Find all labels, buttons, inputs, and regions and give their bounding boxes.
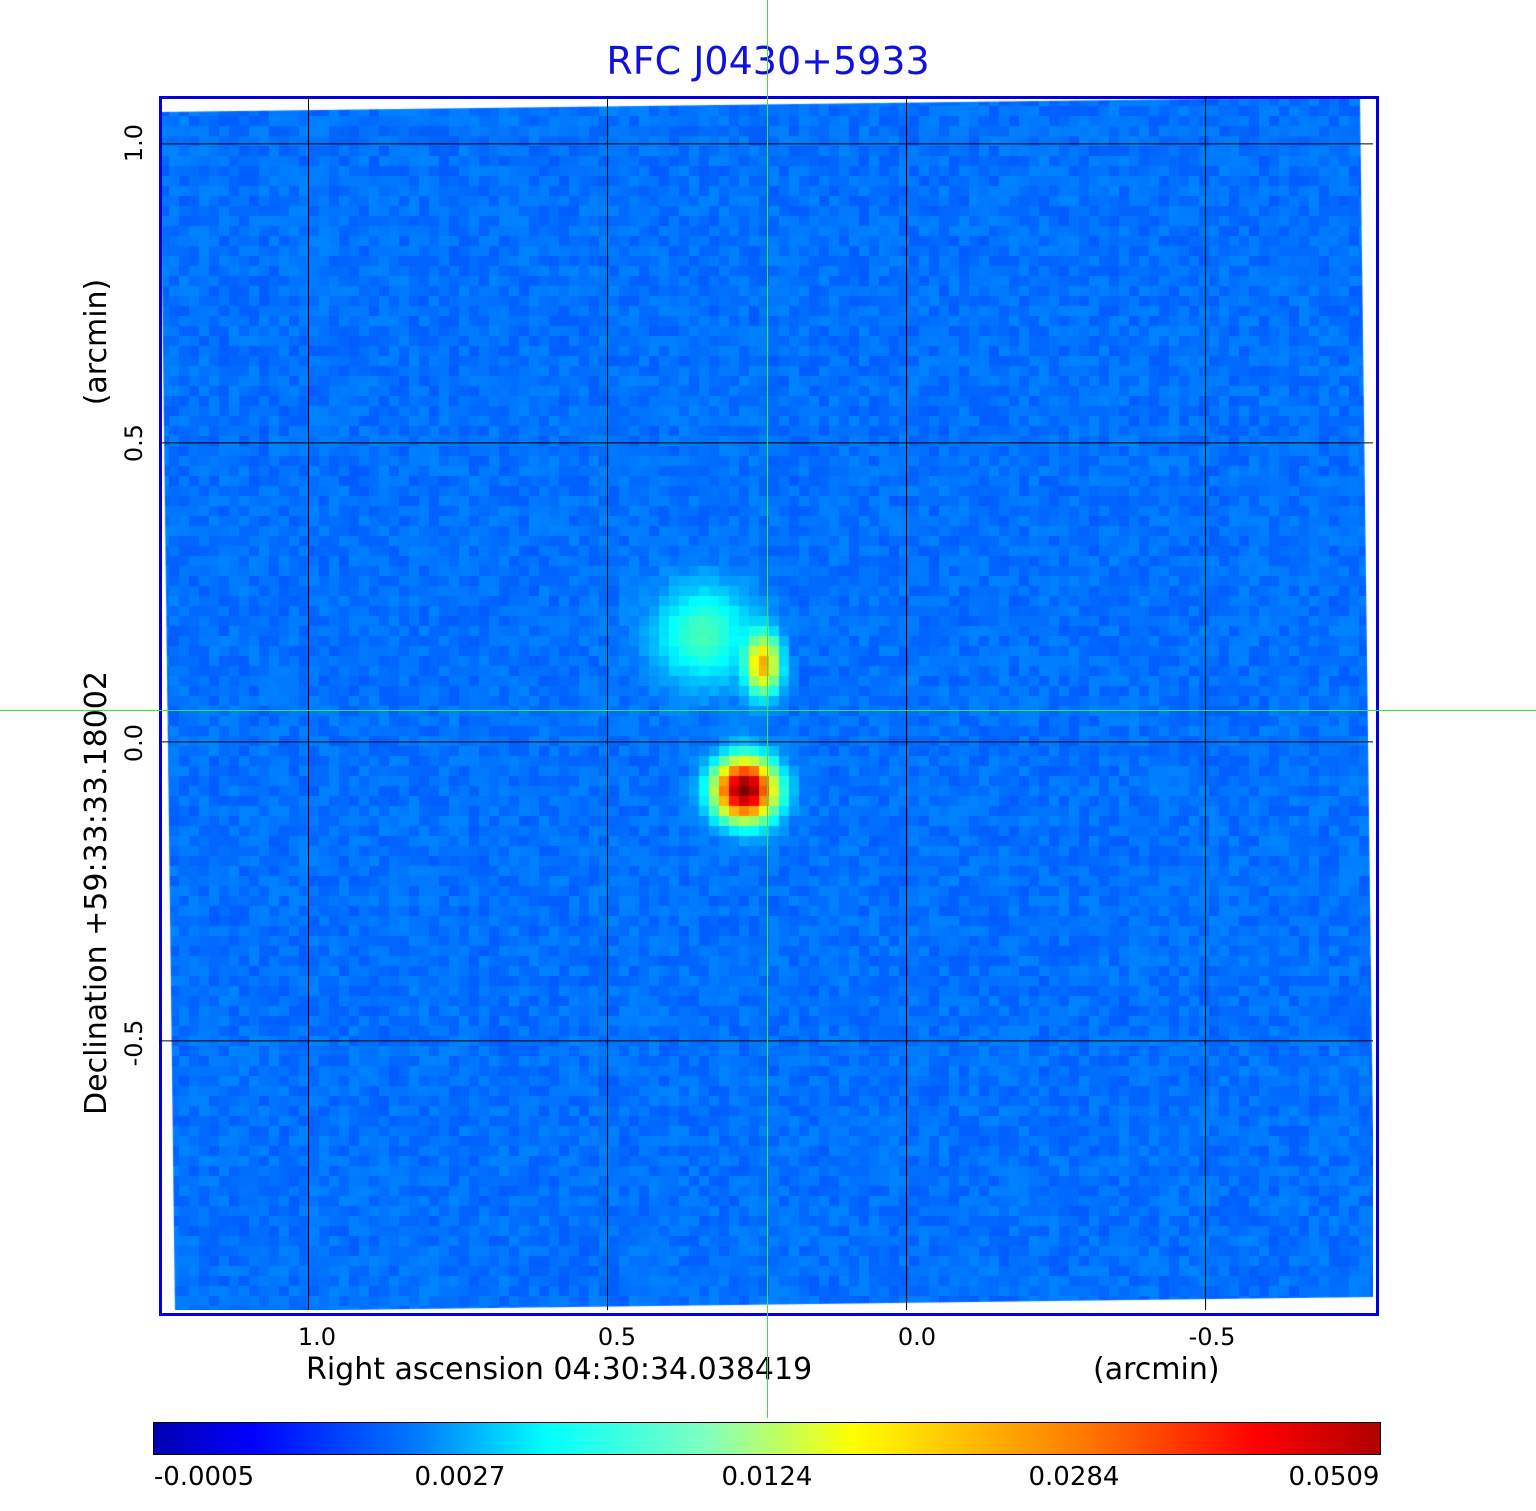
colorbar-tick-label: -0.0005 — [153, 1462, 255, 1492]
y-tick-label: 1.0 — [120, 123, 148, 163]
colorbar — [153, 1422, 1381, 1455]
colorbar-tick-label: 0.0124 — [721, 1462, 813, 1492]
crosshair-vertical[interactable] — [767, 0, 768, 1418]
plot-frame — [159, 96, 1379, 1316]
x-tick-label: -0.5 — [1188, 1323, 1236, 1351]
x-axis-label: Right ascension 04:30:34.038419 — [306, 1352, 813, 1387]
colorbar-tick-label: 0.0284 — [1028, 1462, 1120, 1492]
colorbar-tick-label: 0.0509 — [1288, 1462, 1380, 1492]
y-axis-unit: (arcmin) — [79, 278, 114, 406]
x-tick-label: 1.0 — [297, 1323, 337, 1351]
plot-title: RFC J0430+5933 — [606, 39, 930, 83]
x-tick-label: 0.0 — [897, 1323, 937, 1351]
image-heatmap[interactable] — [159, 96, 1373, 1310]
y-tick-label: -0.5 — [120, 1019, 148, 1067]
y-axis-label: Declination +59:33:33.18002 — [79, 671, 114, 1115]
y-tick-label: 0.5 — [120, 423, 148, 463]
x-tick-label: 0.5 — [597, 1323, 637, 1351]
y-tick-label: 0.0 — [120, 723, 148, 763]
crosshair-horizontal[interactable] — [0, 710, 1536, 711]
x-axis-unit: (arcmin) — [1093, 1352, 1220, 1387]
colorbar-tick-label: 0.0027 — [414, 1462, 506, 1492]
